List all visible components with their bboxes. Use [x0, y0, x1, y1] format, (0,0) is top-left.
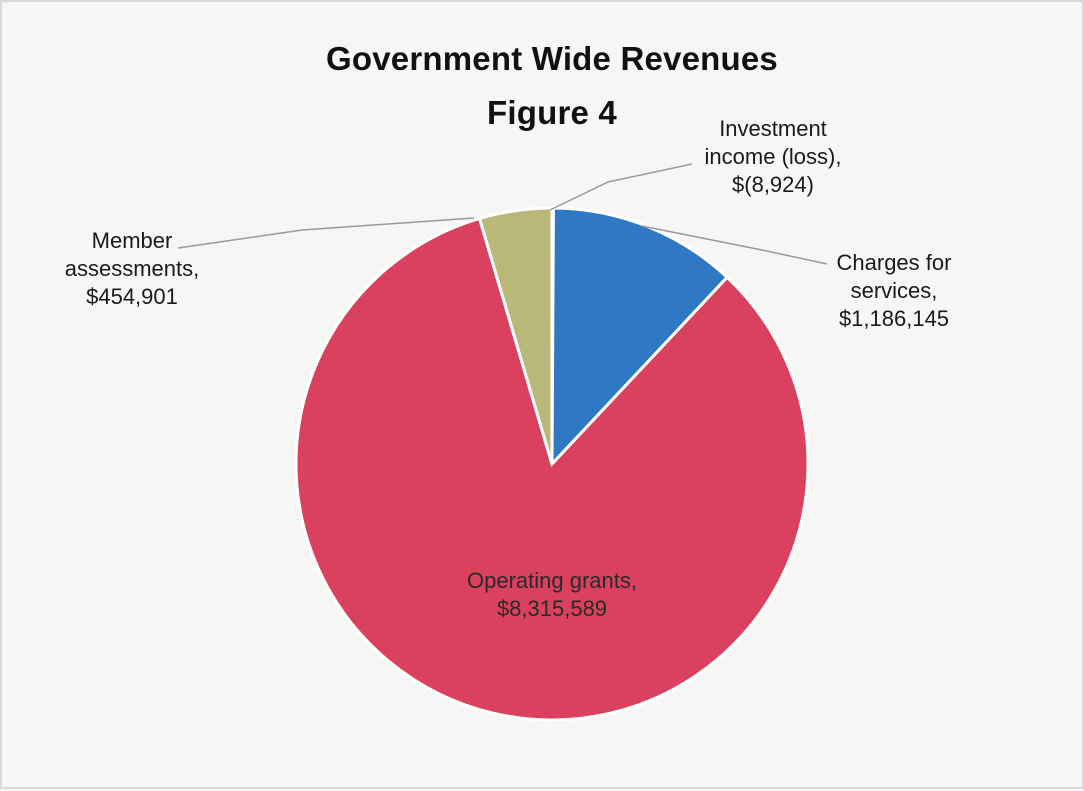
slice-label-line: Member	[92, 228, 173, 253]
chart-subtitle: Figure 4	[487, 94, 617, 131]
slice-label-line: $8,315,589	[497, 596, 607, 621]
leader-lines	[177, 163, 828, 265]
slice-label-line: assessments,	[65, 256, 200, 281]
pie-slice-operating-grants	[294, 216, 810, 722]
slice-label: Operating grants, $8,315,589	[467, 568, 637, 621]
slice-label-line: $1,186,145	[839, 306, 949, 331]
chart-title: Government Wide Revenues	[326, 40, 778, 77]
slice-labels: Investment income (loss), $(8,924) Charges …	[65, 116, 952, 621]
pie-slice-member-assessments	[477, 206, 554, 465]
slice-label-line: Operating grants,	[467, 568, 637, 593]
slice-label-line: $(8,924)	[732, 172, 814, 197]
slice-label-line: services,	[851, 278, 938, 303]
leader-line	[641, 225, 828, 265]
slice-label-line: Charges for	[837, 250, 952, 275]
leader-line	[549, 163, 693, 211]
slice-label: Investment income (loss), $(8,924)	[705, 116, 842, 197]
pie-slices	[294, 206, 810, 722]
slice-label-line: income (loss),	[705, 144, 842, 169]
leader-line	[177, 217, 475, 249]
slice-label: Member assessments, $454,901	[65, 228, 200, 309]
slice-label-line: Investment	[719, 116, 827, 141]
slice-label: Charges for services, $1,186,145	[837, 250, 952, 331]
slice-label-line: $454,901	[86, 284, 178, 309]
